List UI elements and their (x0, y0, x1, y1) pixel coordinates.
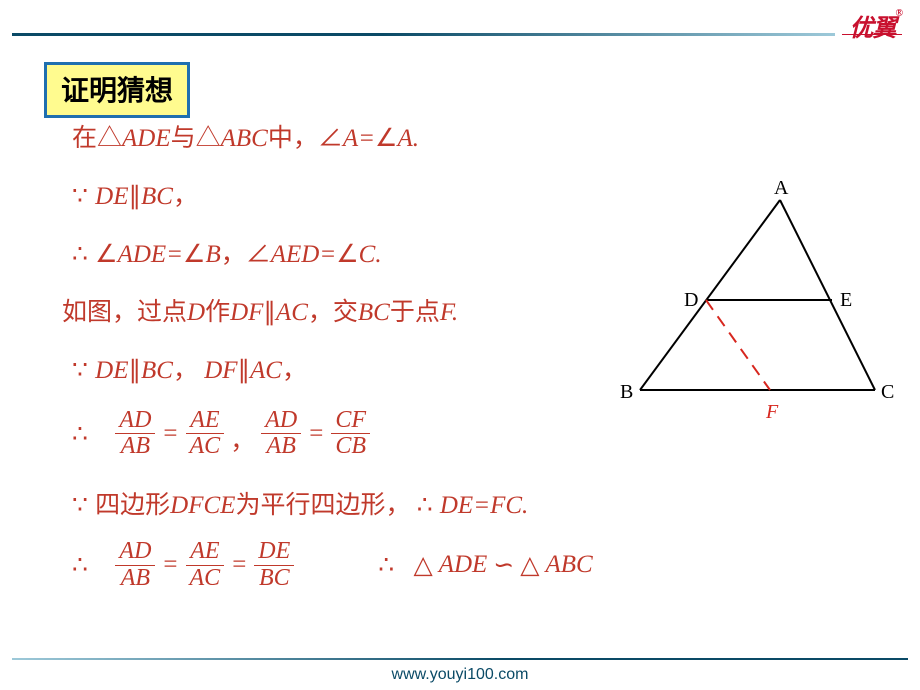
svg-text:F: F (765, 401, 779, 423)
svg-text:E: E (840, 289, 852, 311)
svg-text:D: D (684, 289, 698, 311)
proof-line-8: ∴ ADAB = AEAC = DEBC ∴ △ADE∽△ABC (72, 539, 890, 590)
fraction: CFCB (331, 408, 370, 459)
triangle-diagram: A B C D E F (600, 180, 900, 440)
fraction: AEAC (186, 539, 225, 590)
fraction: ADAB (261, 408, 301, 459)
svg-text:A: A (774, 180, 789, 199)
bottom-rule (12, 658, 908, 660)
fraction: ADAB (115, 408, 155, 459)
top-rule (12, 33, 835, 36)
section-title: 证明猜想 (44, 62, 190, 118)
svg-text:B: B (620, 381, 633, 403)
fraction: AEAC (186, 408, 225, 459)
brand-logo: 优翼® (850, 8, 902, 43)
footer-url: www.youyi100.com (0, 666, 920, 684)
fraction: DEBC (254, 539, 294, 590)
brand-logo-text: 优翼 (850, 16, 896, 42)
svg-text:C: C (881, 381, 894, 403)
brand-underline (842, 34, 902, 35)
slide: 优翼® 证明猜想 在△ADE与△ABC中，∠A=∠A. ∵ DE∥BC， ∴ ∠… (0, 0, 920, 690)
brand-trademark: ® (896, 8, 902, 19)
proof-line-7: ∵ 四边形DFCE为平行四边形， ∴ DE=FC. (72, 485, 890, 521)
proof-line-1: 在△ADE与△ABC中，∠A=∠A. (72, 118, 890, 154)
fraction: ADAB (115, 539, 155, 590)
